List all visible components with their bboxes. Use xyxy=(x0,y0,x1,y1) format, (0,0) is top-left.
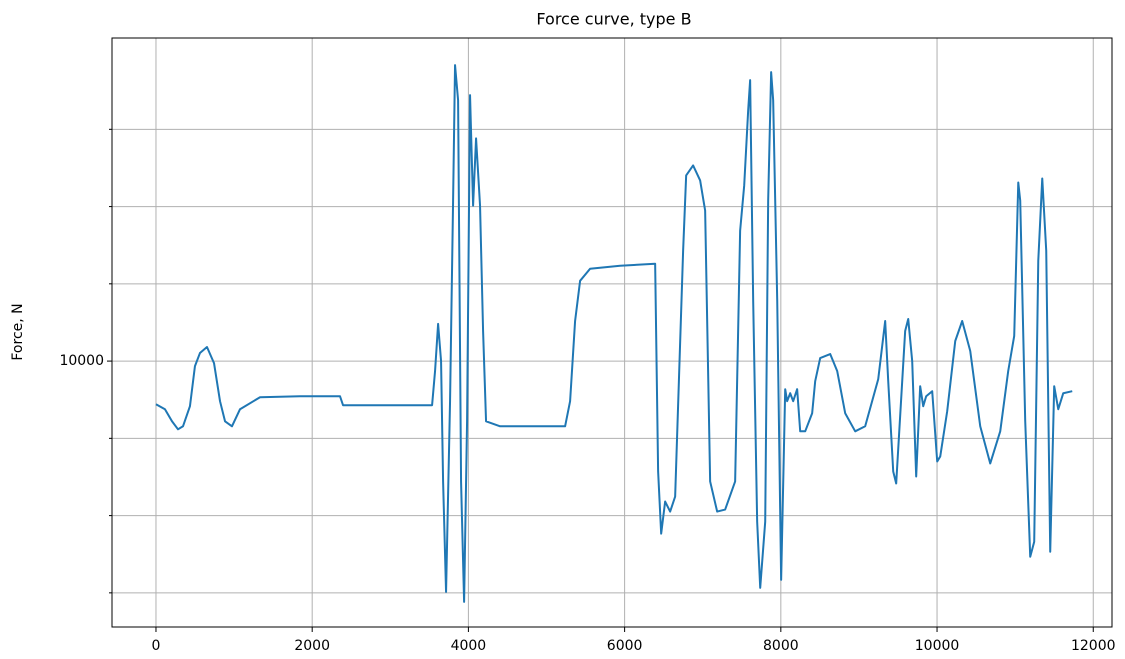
x-tick-label: 8000 xyxy=(763,638,799,654)
axes-frame xyxy=(111,37,1113,628)
x-tick-label: 0 xyxy=(152,638,161,654)
y-tick-label: 10000 xyxy=(59,353,104,369)
chart-title: Force curve, type B xyxy=(536,10,691,29)
x-tick-label: 6000 xyxy=(607,638,643,654)
data-line xyxy=(155,64,1073,603)
x-tick-label: 4000 xyxy=(451,638,487,654)
x-tick-label: 2000 xyxy=(294,638,330,654)
y-axis-label: Force, N xyxy=(10,303,26,360)
x-tick-label: 10000 xyxy=(915,638,960,654)
x-tick-label: 12000 xyxy=(1071,638,1116,654)
